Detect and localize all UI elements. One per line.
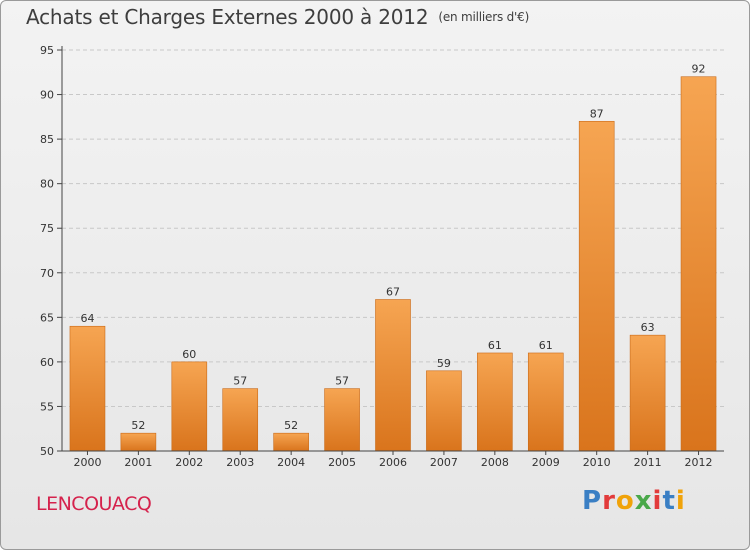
- y-tick-label: 55: [40, 400, 54, 413]
- bars: [69, 76, 717, 452]
- x-tick-label: 2003: [226, 456, 254, 469]
- y-tick-label: 80: [40, 178, 54, 191]
- x-tick-label: 2000: [73, 456, 101, 469]
- proxiti-logo: Proxiti: [582, 486, 686, 516]
- bar: [222, 388, 259, 452]
- x-tick-label: 2012: [685, 456, 713, 469]
- logo-letter: i: [652, 486, 663, 516]
- bar: [578, 120, 615, 452]
- bar: [426, 370, 462, 452]
- bar: [324, 388, 360, 452]
- y-tick-label: 95: [40, 44, 54, 57]
- bar: [273, 432, 309, 452]
- y-tick-label: 75: [40, 222, 54, 235]
- bar-value-label: 61: [488, 339, 502, 352]
- x-tick-label: 2011: [634, 456, 662, 469]
- axes: [57, 46, 724, 455]
- chart-title: Achats et Charges Externes 2000 à 2012 (e…: [26, 5, 529, 29]
- bar-value-label: 64: [80, 312, 94, 325]
- bar: [680, 76, 717, 452]
- bar-value-label: 92: [692, 63, 706, 76]
- bar: [375, 299, 411, 452]
- logo-letter: t: [662, 486, 676, 516]
- bar-value-label: 52: [284, 419, 298, 432]
- logo-letter: x: [634, 486, 653, 516]
- x-tick-label: 2004: [277, 456, 305, 469]
- y-tick-label: 85: [40, 133, 54, 146]
- bar-value-label: 57: [233, 375, 247, 388]
- bar-value-label: 87: [590, 107, 604, 120]
- bar-value-label: 57: [335, 375, 349, 388]
- x-tick-label: 2009: [532, 456, 560, 469]
- y-tick-label: 90: [40, 89, 54, 102]
- bar-value-label: 52: [131, 419, 145, 432]
- x-tick-label: 2006: [379, 456, 407, 469]
- bar: [120, 432, 157, 452]
- bar: [629, 334, 666, 452]
- y-tick-label: 70: [40, 267, 54, 280]
- y-tick-label: 50: [40, 445, 54, 458]
- labels: 50 55 60 65 70 75 80 85 90 95 64 2000 52 2001 60 2002 57…: [40, 44, 713, 469]
- bar: [527, 352, 564, 452]
- y-tick-label: 60: [40, 356, 54, 369]
- title-text: Achats et Charges Externes 2000 à 2012: [26, 5, 429, 29]
- x-tick-label: 2001: [124, 456, 152, 469]
- bar-value-label: 59: [437, 357, 451, 370]
- bar-value-label: 60: [182, 348, 196, 361]
- bar-value-label: 67: [386, 286, 400, 299]
- bar-value-label: 61: [539, 339, 553, 352]
- bar: [171, 361, 208, 452]
- bar: [477, 352, 513, 452]
- logo-letter: P: [582, 486, 603, 516]
- logo-letter: i: [675, 486, 686, 516]
- title-unit: (en milliers d'€): [438, 10, 530, 24]
- x-tick-label: 2005: [328, 456, 356, 469]
- x-tick-label: 2002: [175, 456, 203, 469]
- x-tick-label: 2007: [430, 456, 458, 469]
- x-tick-label: 2010: [583, 456, 611, 469]
- x-tick-label: 2008: [481, 456, 509, 469]
- logo-letter: o: [615, 486, 635, 516]
- logo-letter: r: [602, 486, 616, 516]
- commune-name: LENCOUACQ: [36, 493, 152, 515]
- bar: [69, 325, 106, 452]
- bar-value-label: 63: [641, 321, 655, 334]
- y-tick-label: 65: [40, 311, 54, 324]
